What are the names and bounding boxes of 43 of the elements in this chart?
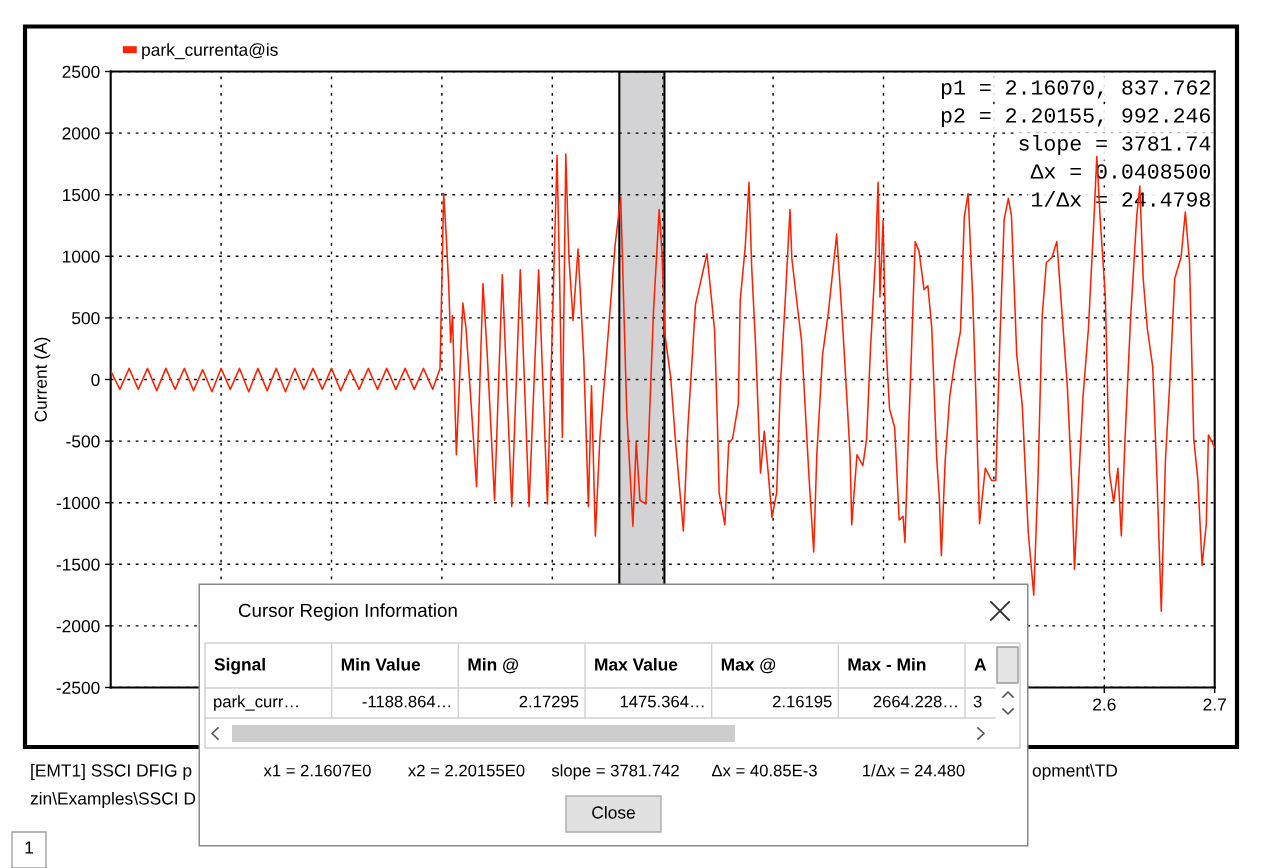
annotation: slope = 3781.74 [1019, 134, 1211, 156]
category-label: Max Value [595, 657, 678, 671]
text: park_curr… [214, 695, 298, 711]
y-tick-label: -1500 [56, 558, 100, 571]
category-label: Min @ [468, 657, 518, 674]
y-tick-label: -1000 [56, 496, 100, 510]
text: [EMT1] SSCI DFIG p [31, 763, 192, 781]
y-axis-title: Current (A) [34, 337, 51, 422]
category-label: Signal [214, 657, 265, 675]
text: 3 [973, 695, 982, 708]
y-tick-label: 0 [91, 373, 100, 386]
annotation: p1 = 2.16070, 837.762 [941, 80, 1210, 100]
category-label: Max @ [721, 658, 776, 674]
y-tick-label: 1000 [62, 250, 100, 263]
x-tick-label: 2.6 [1093, 698, 1116, 711]
text: Close [592, 805, 635, 819]
text: 2.16195 [772, 695, 832, 708]
category-label: Max - Min [848, 657, 926, 671]
y-tick-label: -2000 [56, 620, 100, 633]
text: Cursor Region Information [238, 603, 457, 621]
y-tick-label: 2500 [62, 65, 100, 78]
text: zin\Examples\SSCI D [30, 791, 196, 809]
text: slope = 3781.742 [551, 764, 679, 780]
y-tick-label: 500 [72, 312, 100, 325]
x-tick-label: 2.7 [1203, 698, 1226, 711]
y-tick-label: -500 [66, 435, 100, 448]
y-tick-label: 2000 [62, 127, 100, 140]
text: Δx = 40.85E-3 [711, 764, 817, 777]
y-tick-label: 1500 [62, 188, 100, 202]
legend-label: park_currenta@is [142, 43, 278, 60]
text: 1 [25, 841, 33, 854]
category-label: A [974, 658, 987, 671]
text: 2.17295 [519, 695, 579, 708]
y-tick-label: -2500 [56, 681, 100, 694]
text: x2 = 2.20155E0 [408, 764, 525, 777]
text: -1188.864… [362, 695, 451, 708]
text: 1475.364… [620, 695, 704, 708]
text: 2664.228… [873, 695, 957, 708]
text: x1 = 2.1607E0 [263, 764, 371, 777]
annotation: p2 = 2.20155, 992.246 [941, 108, 1210, 128]
text: opment\TD [1032, 763, 1118, 781]
text: 1/Δx = 24.480 [863, 764, 965, 777]
category-label: Min Value [341, 657, 421, 671]
